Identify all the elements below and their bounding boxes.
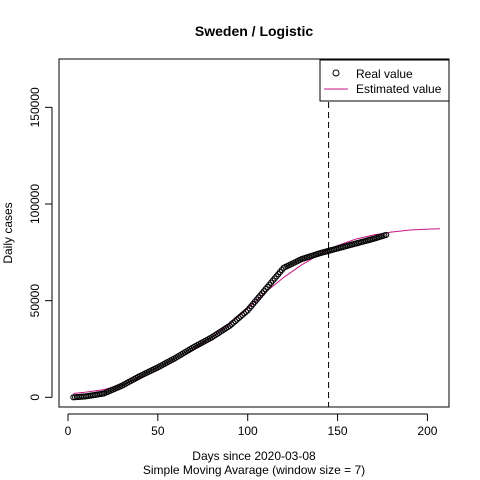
data-point-real <box>241 310 248 317</box>
y-axis-label: Daily cases <box>1 202 15 263</box>
data-point-real <box>230 319 237 326</box>
data-point-real <box>228 321 235 328</box>
y-tick-label: 50000 <box>28 284 42 318</box>
plot-frame <box>58 58 450 408</box>
data-point-real <box>232 318 239 325</box>
y-tick-label: 150000 <box>28 87 42 127</box>
data-point-real <box>235 314 242 322</box>
y-tick-label: 100000 <box>28 184 42 224</box>
y-axis: 0 50000 100000 150000 <box>28 87 53 401</box>
x-axis-sublabel: Simple Moving Avarage (window size = 7) <box>143 463 365 477</box>
data-point-real <box>237 313 244 320</box>
y-tick-label: 0 <box>28 394 42 401</box>
data-point-real <box>233 316 241 323</box>
x-tick-label: 0 <box>65 424 72 438</box>
x-tick-label: 150 <box>328 424 348 438</box>
legend-marker-real <box>332 69 340 77</box>
chart-title: Sweden / Logistic <box>195 23 313 39</box>
x-tick-label: 200 <box>417 424 437 438</box>
x-tick-label: 50 <box>151 424 165 438</box>
legend-box <box>319 59 450 102</box>
data-point-real <box>226 322 233 329</box>
data-point-real <box>383 231 390 239</box>
legend-label-estimated: Estimated value <box>356 82 442 96</box>
data-point-real <box>242 308 250 315</box>
x-tick-label: 100 <box>238 424 258 438</box>
series-layer <box>70 228 441 401</box>
legend-label-real: Real value <box>356 67 413 81</box>
legend: Real value Estimated value <box>319 59 450 102</box>
data-point-real <box>239 311 246 319</box>
x-axis: 0 50 100 150 200 <box>65 413 438 438</box>
x-axis-label: Days since 2020-03-08 <box>192 449 316 463</box>
